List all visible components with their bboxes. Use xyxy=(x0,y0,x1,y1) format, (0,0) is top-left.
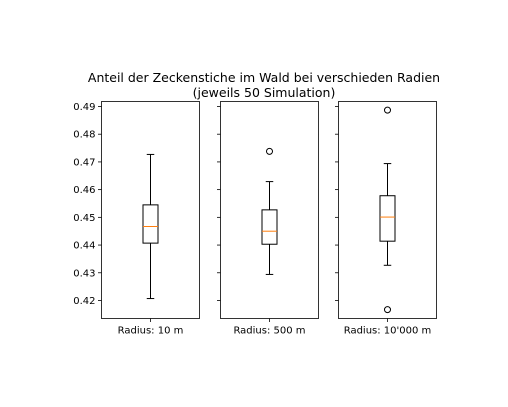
outlier-point-3-2 xyxy=(384,306,391,314)
y-tick-label-0: 0.42 xyxy=(73,296,95,307)
y-tick-label-7: 0.49 xyxy=(73,102,95,113)
y-tick-label-1: 0.43 xyxy=(73,268,95,279)
iqr-box-1 xyxy=(142,204,159,244)
y-tick-label-4: 0.46 xyxy=(73,185,95,196)
outlier-point-3-1 xyxy=(384,106,391,114)
category-label-3: Radius: 10'000 m xyxy=(344,326,432,337)
outlier-point-2-1 xyxy=(266,147,273,155)
iqr-box-3 xyxy=(379,195,396,242)
panels-group: 0.42 0.43 0.44 0.45 0.46 0.47 0.48 0.49 Radius: … xyxy=(73,101,437,337)
chart-title-line-2: (jeweils 50 Simulation) xyxy=(193,85,336,100)
chart-title-line-1: Anteil der Zeckenstiche im Wald bei vers… xyxy=(88,70,440,85)
y-tick-label-2: 0.44 xyxy=(73,241,95,252)
category-label-2: Radius: 500 m xyxy=(233,326,305,337)
y-tick-label-3: 0.45 xyxy=(73,213,95,224)
category-label-1: Radius: 10 m xyxy=(118,326,184,337)
iqr-box-2 xyxy=(261,209,278,245)
y-tick-label-6: 0.48 xyxy=(73,130,95,141)
y-tick-label-5: 0.47 xyxy=(73,157,95,168)
